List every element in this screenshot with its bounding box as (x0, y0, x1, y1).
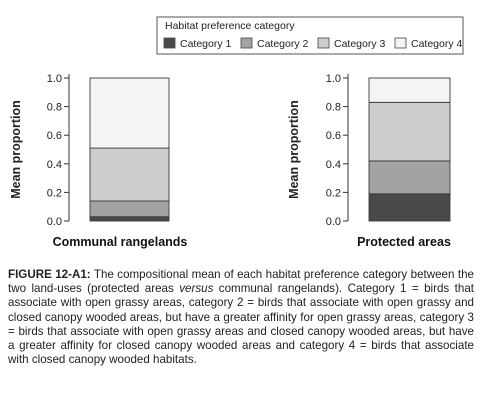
legend-entry-2: Category 2 (257, 38, 309, 50)
legend-swatch-1 (163, 37, 176, 49)
caption-text-2: communal rangelands). Category 1 = birds… (8, 282, 474, 367)
legend-swatch-3 (317, 37, 330, 49)
legend-swatch-2 (240, 37, 253, 49)
caption-label: FIGURE 12-A1: (8, 268, 91, 281)
panel-2-segment-cat4 (368, 77, 451, 103)
legend-swatch-4 (394, 37, 407, 49)
panel-2-tick-label-4: 0.8 (326, 102, 341, 114)
panel-1-segment-cat3 (89, 147, 170, 202)
legend-entry-3: Category 3 (334, 38, 386, 50)
caption-italic: versus (179, 282, 214, 296)
caption-text-1: The compositional mean of each habitat p… (8, 268, 474, 296)
panel-1-segment-cat4 (89, 77, 170, 149)
panel-1-ylabel: Mean proportion (9, 100, 23, 199)
panel-2-segment-cat2 (368, 160, 451, 195)
panel-1-title: Communal rangelands (53, 235, 188, 249)
panel-2-tick-label-5: 1.0 (326, 73, 341, 85)
panel-1-tick-label-3: 0.6 (47, 130, 62, 142)
panel-1-segment-cat1 (89, 216, 170, 222)
panel-2-segment-cat1 (368, 193, 451, 222)
panel-1-tick-label-5: 1.0 (47, 73, 62, 85)
figure-caption: FIGURE 12-A1: The compositional mean of … (8, 268, 474, 367)
chart-svg: Habitat preference category Category 1 Cat… (9, 16, 464, 249)
panel-1-tick-label-2: 0.4 (47, 159, 62, 171)
panel-2-tick-label-2: 0.4 (326, 159, 341, 171)
panel-2-ylabel: Mean proportion (287, 100, 301, 199)
panel-2-tick-label-1: 0.2 (326, 187, 341, 199)
legend-entry-1: Category 1 (180, 38, 232, 50)
panel-2-title: Protected areas (357, 235, 451, 249)
panel-1-tick-label-4: 0.8 (47, 102, 62, 114)
panel-2-tick-label-0: 0.0 (326, 216, 341, 228)
legend-box (156, 16, 464, 55)
legend-title: Habitat preference category (165, 20, 295, 32)
panel-1-segment-cat2 (89, 200, 170, 218)
legend-entry-4: Category 4 (411, 38, 463, 50)
panel-2-tick-label-3: 0.6 (326, 130, 341, 142)
panel-1-tick-label-1: 0.2 (47, 187, 62, 199)
panel-2-segment-cat3 (368, 101, 451, 162)
panel-1-tick-label-0: 0.0 (47, 216, 62, 228)
stacked-bar-figure: Habitat preference category Category 1 Cat… (9, 16, 464, 249)
